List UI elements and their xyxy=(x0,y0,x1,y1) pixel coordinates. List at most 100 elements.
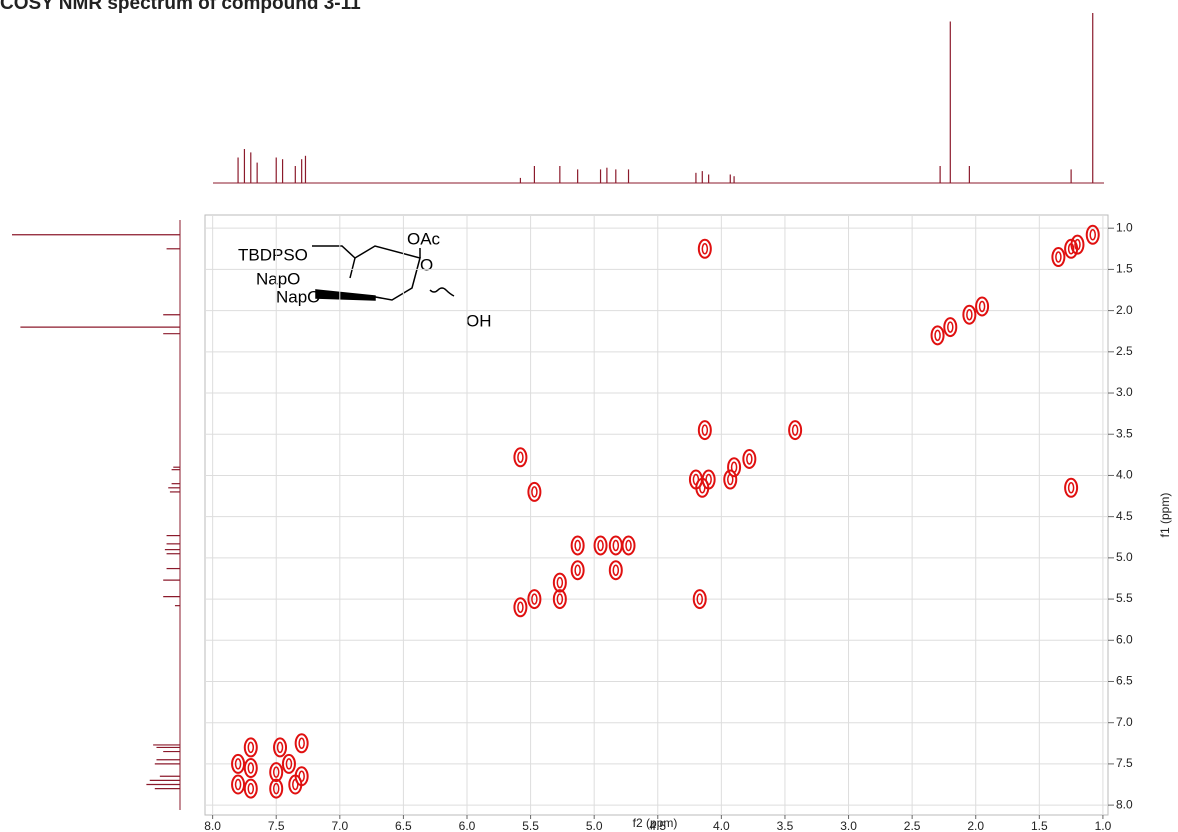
wedge-bond xyxy=(315,289,376,301)
cross-peak-core xyxy=(531,486,538,498)
cross-peak-core xyxy=(701,424,709,436)
cross-peak xyxy=(1051,247,1066,268)
x-tick-label: 6.5 xyxy=(395,819,412,832)
y-tick-label: 2.5 xyxy=(1116,344,1133,358)
y-tick-label: 7.0 xyxy=(1116,715,1133,729)
y-tick-label: 5.5 xyxy=(1116,591,1133,605)
cross-peak xyxy=(552,572,567,593)
y-tick-label: 4.0 xyxy=(1116,468,1133,482)
cross-peak xyxy=(930,325,945,346)
y-tick-label: 7.5 xyxy=(1116,756,1133,770)
cross-peak-core xyxy=(531,593,538,605)
cross-peak xyxy=(723,469,738,490)
y-tick-label: 8.0 xyxy=(1116,797,1133,811)
x-tick-label: 2.5 xyxy=(904,819,921,832)
cross-peak xyxy=(513,597,528,618)
cross-peak-core xyxy=(272,766,280,778)
cross-peak xyxy=(273,737,288,758)
cross-peak xyxy=(608,560,623,581)
cross-peak xyxy=(692,589,707,610)
cross-peak-core xyxy=(947,321,954,333)
y-tick-label: 2.0 xyxy=(1116,303,1133,317)
cross-peak-core xyxy=(234,758,242,770)
cross-peak-core xyxy=(1067,482,1075,494)
cross-peak xyxy=(288,774,303,795)
x-tick-label: 4.0 xyxy=(713,819,730,832)
x-tick-label: 4.5 xyxy=(649,819,666,832)
cross-peak xyxy=(527,481,542,502)
cross-peak-core xyxy=(574,564,581,576)
cross-peak xyxy=(1085,224,1100,245)
cross-peak xyxy=(943,317,958,338)
cross-peak-core xyxy=(247,741,255,754)
annotation: O xyxy=(420,255,433,274)
plot-area xyxy=(204,214,1109,816)
cross-peak-core xyxy=(705,473,712,486)
annotation: OAc xyxy=(407,229,441,248)
cross-peak xyxy=(1064,477,1079,498)
cross-peak xyxy=(269,778,284,799)
cross-peak xyxy=(727,457,742,478)
ring-bond xyxy=(312,245,421,301)
cross-peak-core xyxy=(791,424,799,436)
cross-peak xyxy=(231,753,246,774)
cross-peak-core xyxy=(247,762,255,774)
cross-peak-core xyxy=(746,453,753,465)
cross-peak-core xyxy=(1055,251,1062,263)
cross-peak xyxy=(243,758,258,779)
cross-peak-core xyxy=(934,329,941,342)
cross-peak xyxy=(570,535,585,556)
cross-peak-core xyxy=(556,593,564,605)
cross-peak xyxy=(552,589,567,610)
cross-peak xyxy=(527,589,542,610)
y-tick-label: 5.0 xyxy=(1116,550,1133,564)
annotation: NapO xyxy=(276,287,320,306)
cross-peak xyxy=(294,733,309,754)
cross-peak xyxy=(243,737,258,758)
cross-peak xyxy=(962,304,977,325)
y-tick-label: 3.5 xyxy=(1116,426,1133,440)
cross-peak xyxy=(231,774,246,795)
x-tick-label: 2.0 xyxy=(967,819,984,832)
cross-peak-core xyxy=(285,758,293,770)
cross-peak xyxy=(281,753,296,774)
y-axis-label: f1 (ppm) xyxy=(1158,493,1172,538)
cross-peak-core xyxy=(625,539,632,552)
annotation: TBDPSO xyxy=(238,245,308,264)
x-tick-label: 5.5 xyxy=(522,819,539,832)
cross-peak xyxy=(513,447,528,468)
x-tick-label: 7.0 xyxy=(331,819,348,832)
x-tick-label: 3.0 xyxy=(840,819,857,832)
annotation: OH xyxy=(466,311,492,330)
structure xyxy=(312,245,455,301)
cross-peak-core xyxy=(517,601,524,614)
cross-peak xyxy=(975,296,990,317)
cross-peak-core xyxy=(597,539,604,552)
y-tick-label: 6.0 xyxy=(1116,632,1133,646)
chart-title: COSY NMR spectrum of compound 3-11 xyxy=(0,0,361,14)
cross-peak xyxy=(1070,234,1085,255)
cross-peak-core xyxy=(298,737,305,750)
cross-peak-core xyxy=(272,782,280,795)
x-tick-label: 1.0 xyxy=(1095,819,1112,832)
x-tick-label: 1.5 xyxy=(1031,819,1048,832)
cross-peak-core xyxy=(234,778,242,791)
cross-peak xyxy=(1064,238,1079,259)
wavy-bond xyxy=(429,287,455,297)
cross-peak-core xyxy=(517,451,524,464)
x-tick-label: 6.0 xyxy=(459,819,476,832)
y-tick-label: 1.0 xyxy=(1116,220,1133,234)
x-tick-label: 5.0 xyxy=(586,819,603,832)
y-tick-label: 6.5 xyxy=(1116,674,1133,688)
cross-peak-core xyxy=(292,778,299,791)
cross-peak xyxy=(269,762,284,783)
cross-peak-core xyxy=(612,564,620,576)
x-tick-label: 3.5 xyxy=(777,819,794,832)
y-tick-label: 1.5 xyxy=(1116,262,1133,276)
cross-peak xyxy=(701,469,716,490)
x-axis-label: f2 (ppm) xyxy=(633,816,678,830)
cross-peak-core xyxy=(978,300,986,313)
cross-peak-core xyxy=(1089,229,1096,241)
x-tick-label: 7.5 xyxy=(268,819,285,832)
